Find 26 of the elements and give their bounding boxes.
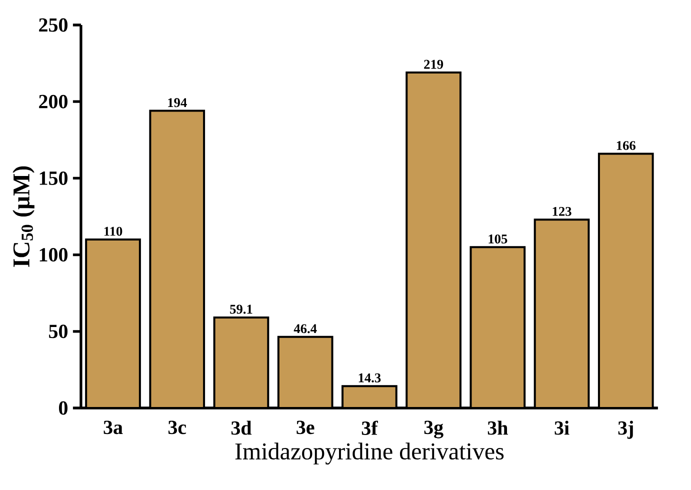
y-tick-label: 100	[40, 248, 68, 262]
y-tick-label: 0	[58, 401, 68, 415]
y-tick-label: 50	[49, 324, 68, 338]
data-label: 14.3	[358, 373, 381, 382]
data-label: 123	[552, 206, 572, 216]
data-label: 110	[104, 226, 122, 236]
x-tick-label: 3d	[231, 420, 252, 435]
data-label: 166	[616, 141, 636, 150]
y-tick-label: 250	[39, 18, 68, 32]
x-tick-label: 3j	[618, 420, 633, 439]
y-axis-title: IC$_{50}$ (μM)	[12, 166, 34, 267]
data-label: 59.1	[230, 304, 252, 314]
data-label: 105	[488, 234, 508, 244]
data-label: 46.4	[294, 324, 317, 334]
y-tick-label: 200	[39, 94, 68, 108]
x-tick-label: 3e	[296, 420, 314, 434]
x-tick-label: 3f	[362, 420, 378, 435]
x-tick-label: 3a	[104, 420, 123, 434]
x-tick-label: 3i	[554, 420, 570, 435]
y-tick-label: 150	[40, 171, 68, 185]
x-tick-label: 3g	[424, 420, 444, 438]
data-label: 219	[424, 60, 444, 69]
x-axis-title: Imidazopyridine derivatives	[235, 442, 504, 465]
data-label: 194	[168, 98, 187, 108]
x-tick-label: 3c	[168, 420, 186, 434]
x-tick-label: 3h	[488, 420, 508, 435]
